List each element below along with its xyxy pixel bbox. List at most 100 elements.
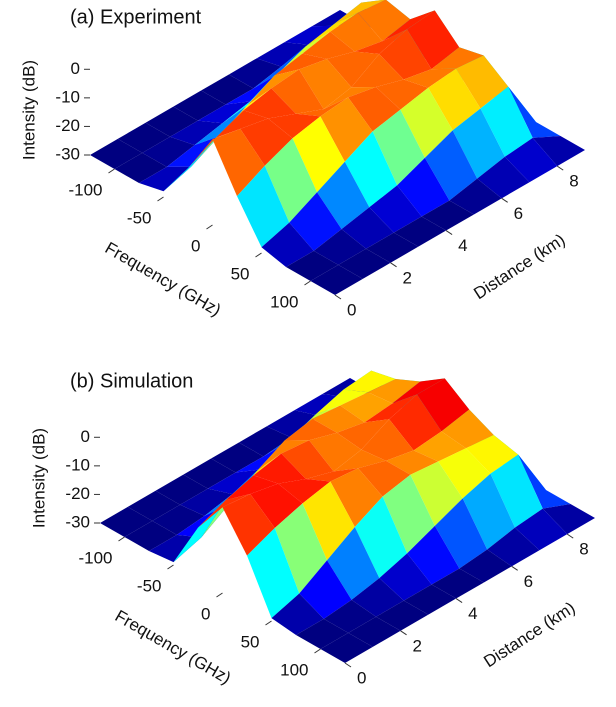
x-tick-label: 100 <box>280 660 308 679</box>
x-tick <box>157 196 164 202</box>
surface-cell <box>338 248 391 279</box>
surface-cell <box>256 440 310 471</box>
surface-cell <box>459 549 512 583</box>
y-tick <box>390 262 397 268</box>
x-tick <box>314 648 321 654</box>
x-tick <box>206 224 213 230</box>
y-tick <box>334 294 342 300</box>
z-tick-label: -30 <box>55 144 80 163</box>
surface-cell <box>341 207 394 249</box>
surface-cell <box>416 378 470 432</box>
z-tick-label: 0 <box>81 427 90 446</box>
surface-cell <box>351 578 404 617</box>
x-tick <box>304 280 311 286</box>
surface-cell <box>449 178 502 215</box>
surface-cell <box>292 116 345 193</box>
z-tick-label: -20 <box>55 116 80 135</box>
surface-cell <box>142 136 195 167</box>
x-tick-label: 100 <box>270 292 298 311</box>
surface-cell <box>403 584 457 615</box>
surface-cell <box>271 593 324 635</box>
surface-cell <box>326 51 380 88</box>
surface-cell <box>238 426 292 457</box>
surface-cell <box>333 449 386 472</box>
surface-cell <box>364 394 417 423</box>
surface-cell <box>487 527 540 567</box>
x-tick <box>216 592 223 598</box>
surface-cell <box>336 419 390 450</box>
surface-cell <box>90 138 143 169</box>
surface-cell <box>382 474 435 554</box>
x-tick <box>118 536 125 542</box>
surface-cell <box>348 616 401 647</box>
surface-cell <box>413 431 466 462</box>
surface-cell <box>243 88 296 119</box>
surface-cell <box>372 109 425 186</box>
surface-cell <box>266 410 319 438</box>
surface-cell <box>327 526 380 600</box>
surface-cell <box>382 10 435 42</box>
surface-cell <box>323 87 376 110</box>
surface-cell <box>247 528 300 619</box>
y-tick-label: 0 <box>357 668 366 687</box>
y-tick <box>566 533 574 539</box>
surface-cell <box>354 496 408 579</box>
x-tick-label: -50 <box>137 576 162 595</box>
surface-cell <box>250 483 303 529</box>
surface-cell <box>173 500 226 563</box>
surface-cell <box>309 432 362 472</box>
surface-cell <box>452 108 505 179</box>
surface-cell <box>508 86 561 138</box>
y-tick-label: 2 <box>413 636 422 655</box>
z-tick-label: -10 <box>65 455 90 474</box>
surface-cell <box>393 216 447 247</box>
surface-cell <box>302 481 355 561</box>
x-tick-label: 0 <box>191 236 200 255</box>
surface-cell <box>366 232 419 263</box>
z-tick-label: 0 <box>71 59 80 78</box>
surface-cell <box>375 79 429 110</box>
x-tick-label: -100 <box>68 180 102 199</box>
y-tick-label: 8 <box>579 540 588 559</box>
surface-cell <box>296 618 349 649</box>
surface-cell <box>228 58 282 89</box>
surface-cell <box>183 458 236 489</box>
surface-cell <box>237 165 290 248</box>
surface-cell <box>421 200 474 231</box>
surface-cell <box>155 474 208 505</box>
x-tick-label: -50 <box>127 208 152 227</box>
surface-cell <box>431 568 484 599</box>
surface-cell <box>379 29 432 80</box>
surface-cell <box>299 560 352 619</box>
surface-cell <box>305 468 359 482</box>
surface-cell <box>357 0 411 42</box>
surface-cell <box>406 10 460 70</box>
surface-cell <box>295 97 349 117</box>
surface-cell <box>403 68 456 88</box>
surface-cell <box>330 12 383 52</box>
surface-cell <box>462 473 515 550</box>
surface-cell <box>170 120 223 146</box>
surface-cell <box>166 136 220 167</box>
surface-cell <box>320 632 373 663</box>
y-tick <box>556 165 564 171</box>
surface-cell <box>431 47 484 70</box>
surface-cell <box>392 378 445 404</box>
surface-cell <box>330 468 383 527</box>
surface-cell <box>358 460 411 497</box>
surface-cell <box>312 405 365 433</box>
z-tick-label: -30 <box>65 512 90 531</box>
surface-cell <box>127 490 181 521</box>
surface-cell <box>201 74 254 105</box>
x-axis-label: Frequency (GHz) <box>112 606 234 688</box>
x-tick <box>255 252 262 258</box>
y-tick-label: 8 <box>569 172 578 191</box>
surface-cell <box>504 137 558 183</box>
surface-cell <box>542 504 595 535</box>
surface-cell <box>333 0 385 25</box>
surface-cell <box>441 409 494 449</box>
y-tick-label: 4 <box>468 604 477 623</box>
